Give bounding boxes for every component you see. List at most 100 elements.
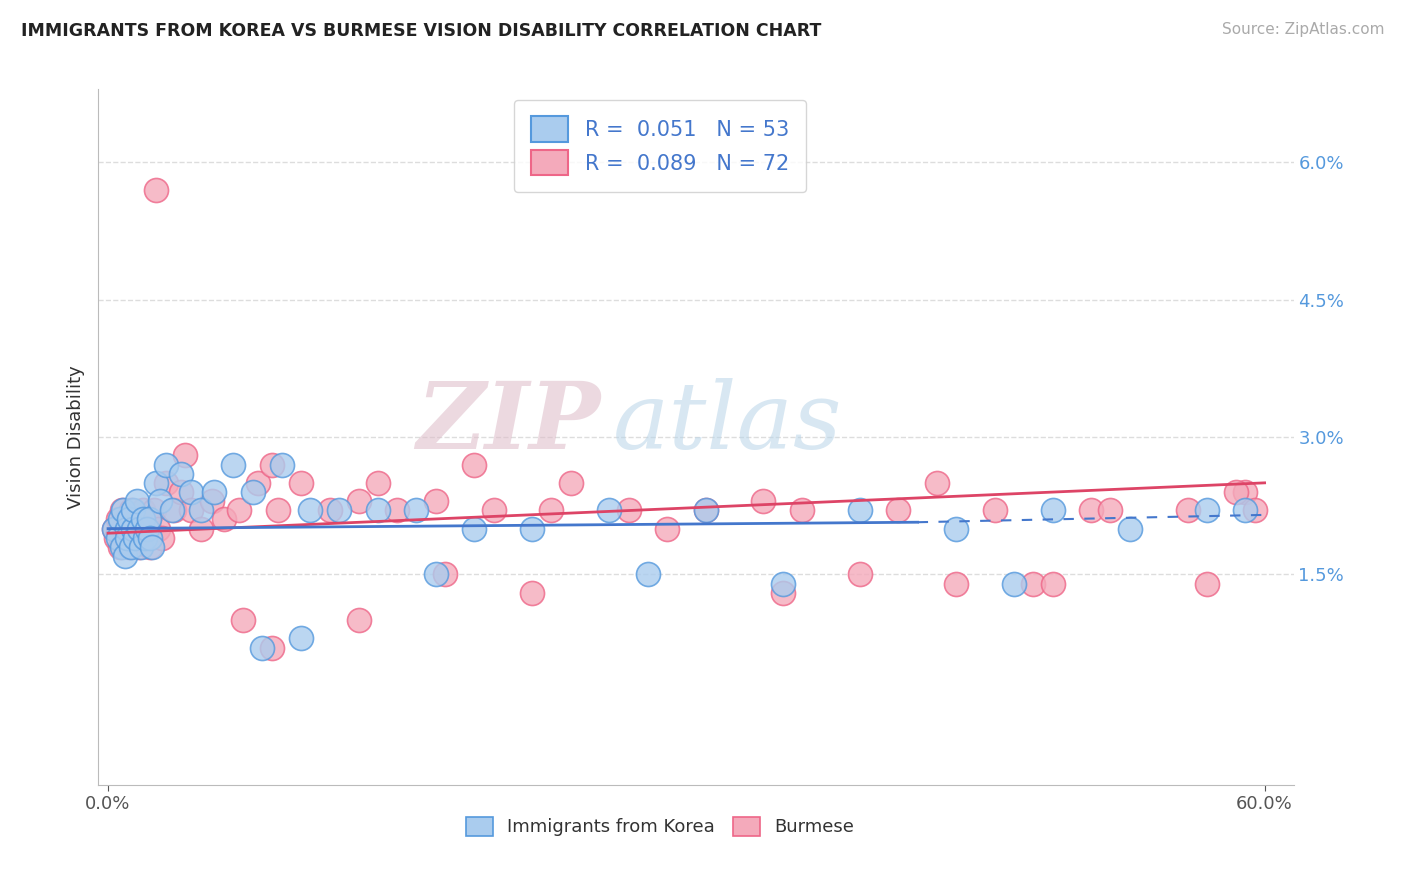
Point — [141, 540, 163, 554]
Point — [984, 503, 1007, 517]
Point — [190, 503, 212, 517]
Point — [598, 503, 620, 517]
Point — [695, 503, 717, 517]
Point — [1080, 503, 1102, 517]
Point — [125, 494, 148, 508]
Point — [120, 503, 142, 517]
Point — [945, 522, 967, 536]
Point — [108, 540, 131, 554]
Point — [222, 458, 245, 472]
Point — [139, 531, 162, 545]
Point — [104, 531, 127, 545]
Legend: Immigrants from Korea, Burmese: Immigrants from Korea, Burmese — [457, 808, 863, 846]
Point — [1177, 503, 1199, 517]
Point — [134, 531, 156, 545]
Point — [170, 485, 193, 500]
Point — [132, 512, 155, 526]
Text: atlas: atlas — [613, 378, 842, 468]
Point — [1099, 503, 1122, 517]
Point — [114, 549, 136, 563]
Point — [118, 540, 141, 554]
Point — [520, 585, 543, 599]
Point — [110, 540, 132, 554]
Point — [128, 540, 150, 554]
Point — [790, 503, 813, 517]
Point — [122, 522, 145, 536]
Point — [637, 567, 659, 582]
Point — [887, 503, 910, 517]
Text: Source: ZipAtlas.com: Source: ZipAtlas.com — [1222, 22, 1385, 37]
Point — [124, 531, 146, 545]
Point — [945, 576, 967, 591]
Point — [228, 503, 250, 517]
Point — [201, 494, 224, 508]
Point — [520, 522, 543, 536]
Point — [1002, 576, 1025, 591]
Point — [108, 512, 131, 526]
Point — [425, 494, 447, 508]
Point — [138, 522, 160, 536]
Point — [132, 503, 155, 517]
Point — [247, 475, 270, 490]
Point — [752, 494, 775, 508]
Point — [463, 458, 485, 472]
Point — [385, 503, 409, 517]
Point — [114, 531, 136, 545]
Point — [112, 522, 135, 536]
Point — [149, 494, 172, 508]
Point — [1042, 503, 1064, 517]
Point — [112, 503, 135, 517]
Point — [1195, 576, 1218, 591]
Point — [328, 503, 350, 517]
Point — [117, 522, 139, 536]
Point — [180, 503, 202, 517]
Point — [202, 485, 225, 500]
Point — [772, 585, 794, 599]
Point — [299, 503, 322, 517]
Point — [125, 512, 148, 526]
Point — [434, 567, 457, 582]
Point — [122, 503, 145, 517]
Point — [190, 522, 212, 536]
Point — [128, 522, 150, 536]
Point — [482, 503, 505, 517]
Point — [425, 567, 447, 582]
Point — [319, 503, 342, 517]
Point — [463, 522, 485, 536]
Point — [150, 531, 173, 545]
Point — [145, 475, 167, 490]
Point — [232, 613, 254, 627]
Point — [367, 475, 389, 490]
Point — [138, 512, 160, 526]
Y-axis label: Vision Disability: Vision Disability — [66, 365, 84, 509]
Point — [290, 632, 312, 646]
Point — [129, 540, 152, 554]
Point — [120, 540, 142, 554]
Text: IMMIGRANTS FROM KOREA VS BURMESE VISION DISABILITY CORRELATION CHART: IMMIGRANTS FROM KOREA VS BURMESE VISION … — [21, 22, 821, 40]
Point — [122, 522, 145, 536]
Point — [270, 458, 292, 472]
Point — [117, 522, 139, 536]
Point — [260, 458, 283, 472]
Point — [103, 522, 125, 536]
Point — [180, 485, 202, 500]
Point — [849, 503, 872, 517]
Point — [655, 522, 678, 536]
Point — [124, 531, 146, 545]
Point — [143, 503, 166, 517]
Point — [145, 183, 167, 197]
Point — [540, 503, 562, 517]
Point — [695, 503, 717, 517]
Point — [107, 512, 129, 526]
Point — [129, 522, 152, 536]
Point — [162, 503, 184, 517]
Point — [260, 640, 283, 655]
Point — [1244, 503, 1267, 517]
Point — [103, 522, 125, 536]
Point — [290, 475, 312, 490]
Point — [134, 531, 156, 545]
Point — [1022, 576, 1045, 591]
Point — [267, 503, 290, 517]
Point — [155, 458, 177, 472]
Point — [155, 475, 177, 490]
